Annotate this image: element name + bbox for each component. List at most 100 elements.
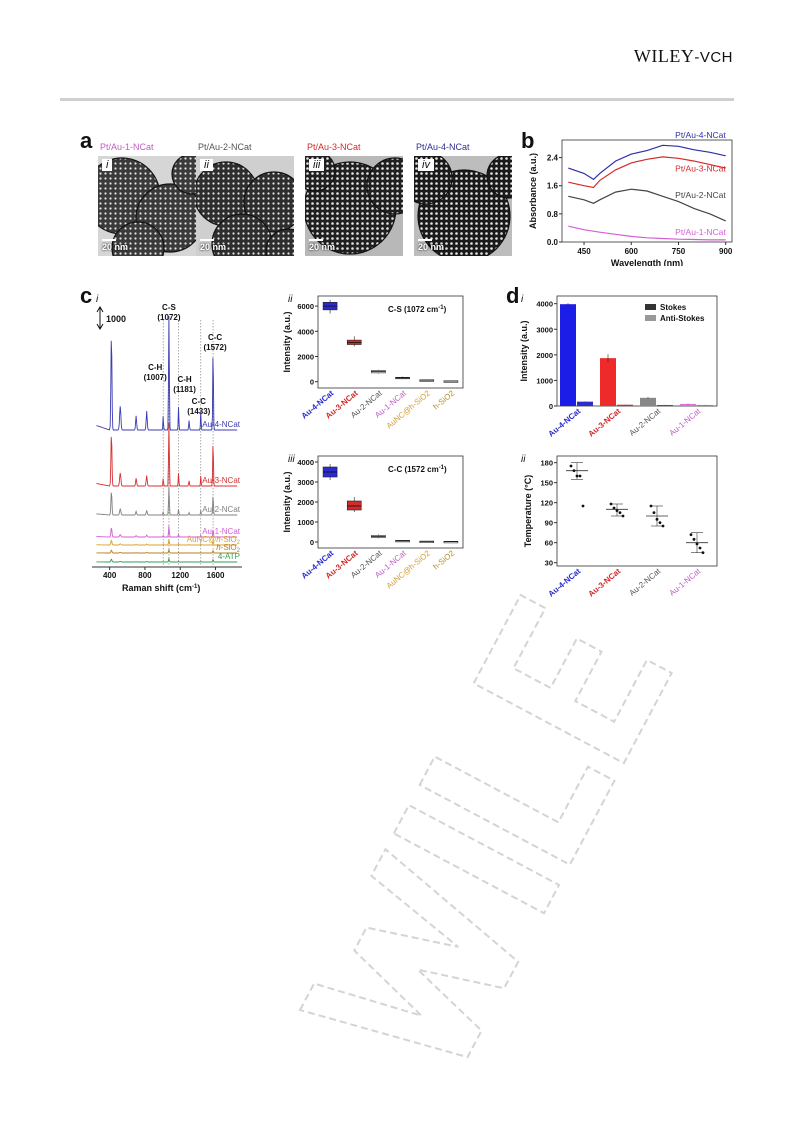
scale-bar-text: 20 nm [309,242,336,252]
peak-position: (1181) [173,385,196,394]
bar [640,397,656,406]
plot-frame [561,139,733,243]
y-tick-label: 4000 [297,327,314,336]
category-label: AuNC@h-SiO2 [385,548,433,590]
y-axis-label: Intensity (a.u.) [282,471,292,532]
tem-particles [305,156,403,255]
subpanel-label: i [96,294,99,305]
absorbance-line [568,225,726,241]
bar [617,404,633,406]
scale-bar: 20 nm [418,239,444,252]
trace-label: h-SiO2 [216,543,240,554]
data-point [658,521,662,525]
y-axis-label: Intensity (a.u.) [519,320,529,381]
peak-position: (1433) [187,407,210,416]
tem-image: ii 20 nm [196,156,294,256]
tem-caption: Pt/Au-3-NCat [307,142,361,152]
legend-swatch [645,304,656,310]
cs-boxplot-chart: ii C-S (1072 cm-1) 0 2000 4000 6000 Intensity … [282,294,464,430]
tem-roman-label: iii [309,159,325,171]
nanoparticle [366,157,403,215]
bar [600,358,616,406]
scale-bar-line [102,239,116,241]
trace-label: Au-2-NCat [202,505,241,514]
tem-image: i 20 nm [98,156,196,256]
category-label: Au-4-NCat [547,406,583,438]
data-point [618,511,622,515]
scale-bar-text: 20 nm [102,242,129,252]
tem-roman-label: ii [200,159,213,171]
scale-bar: 20 nm [102,239,128,252]
bar [657,404,673,406]
y-axis-label: Temperature (°C) [523,475,533,547]
peak-name: C-C [208,333,222,342]
panel-label-c: c [80,283,93,308]
box [346,500,362,511]
chart-title: C-C (1572 cm-1) [388,465,447,474]
data-point [661,524,665,528]
y-axis-label: Absorbance (a.u.) [528,153,538,229]
tem-particles [196,161,294,256]
y-axis-label: Intensity (a.u.) [282,311,292,372]
y-tick-label: 6000 [297,302,314,311]
publisher-logo: WILEY-VCH [633,46,733,66]
y-tick-label: 90 [545,519,553,528]
category-label: Au-3-NCat [587,406,623,438]
scale-bar-line [200,239,214,241]
y-tick-label: 4000 [297,458,314,467]
y-tick-label: 4000 [536,300,553,309]
scale-bar-line [309,239,323,241]
x-tick-label: 800 [138,571,152,580]
legend-swatch [645,315,656,321]
panel-label-a: a [80,128,93,153]
category-label: Au-4-NCat [547,566,583,598]
plot-frame [556,295,718,407]
nanoparticle [486,156,512,199]
y-tick-label: 3000 [297,478,314,487]
peak-name: C-H [177,375,191,384]
data-point [575,474,579,478]
panel-label-b: b [521,128,535,153]
absorbance-chart: 450 600 750 900 0.0 0.8 1.6 2.4 Wavelength (nm) A… [528,130,733,266]
raman-trace [96,486,238,516]
data-point [615,509,619,513]
y-tick-label: 0 [310,378,314,387]
y-tick-label: 1.6 [547,182,559,191]
data-point [569,464,573,468]
scale-bar: 20 nm [200,239,226,252]
peak-position: (1007) [144,373,167,382]
bar [560,304,576,406]
series-label: Pt/Au-1-NCat [675,227,726,237]
y-tick-label: 0 [310,538,314,547]
x-tick-label: 1200 [171,571,189,580]
absorbance-line [568,188,726,222]
peak-name: C-C [192,397,206,406]
peak-name: C-S [162,303,176,312]
x-tick-label: 400 [103,571,117,580]
scale-label: 1000 [106,314,126,324]
category-label: h-SiO2 [431,548,456,571]
y-tick-label: 2.4 [547,154,559,163]
plot-frame [556,455,718,567]
plot-frame [317,295,464,389]
nanoparticle [111,221,165,256]
trace-label: AuNC@h-SiO2 [187,535,241,546]
y-tick-label: 1000 [536,376,553,385]
subpanel-label: iii [288,454,295,465]
subpanel-label: ii [288,294,293,305]
legend-label: Stokes [660,303,687,312]
series-label: Pt/Au-4-NCat [675,130,726,140]
data-point [572,469,576,473]
series-label: Pt/Au-2-NCat [675,190,726,200]
tem-roman-label: i [102,159,113,171]
data-point [655,517,659,521]
scale-arrow-heads [96,306,104,330]
nanoparticle [171,156,196,195]
data-point [621,514,625,518]
x-tick-label: 600 [625,247,639,256]
raman-trace [96,539,238,546]
y-tick-label: 60 [545,539,553,548]
bar [577,401,593,406]
category-label: Au-3-NCat [587,566,623,598]
